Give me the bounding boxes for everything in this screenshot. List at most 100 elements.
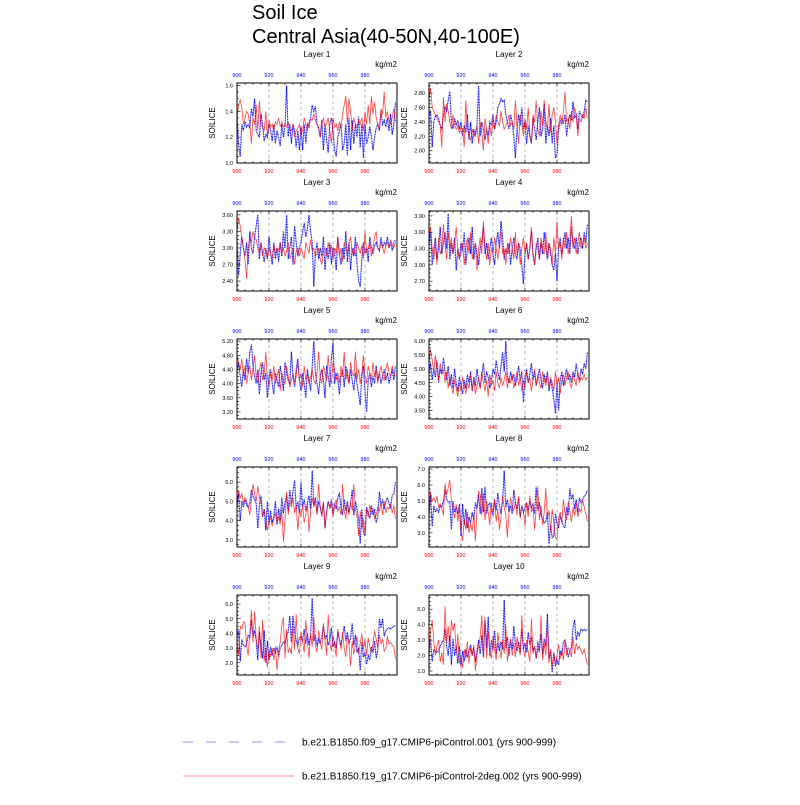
- x-tick-label-bottom: 900: [232, 553, 241, 559]
- panel-title: Layer 10: [493, 562, 525, 571]
- x-tick-label-bottom: 900: [232, 681, 241, 687]
- y-tick-label: 3.30: [414, 247, 425, 253]
- panel-3: Layer 3 kg/m2 SOILICE 900 900 920 920 940 940 960…: [208, 178, 398, 303]
- x-tick-label-top: 900: [232, 585, 241, 591]
- x-tick-label-top: 980: [552, 457, 561, 463]
- x-tick-label-top: 980: [552, 201, 561, 207]
- x-tick-label-top: 920: [456, 201, 465, 207]
- y-tick-label: 3.00: [414, 263, 425, 269]
- y-axis-label: SOILICE: [400, 363, 409, 395]
- y-tick-label: 6.0: [417, 483, 425, 489]
- y-tick-label: 2.20: [414, 134, 425, 140]
- series-line-red: [236, 91, 396, 144]
- x-tick-label-bottom: 960: [328, 681, 337, 687]
- x-tick-label-top: 900: [424, 73, 433, 79]
- panel-9: Layer 9 kg/m2 SOILICE 900 900 920 920 940 940 960…: [208, 562, 398, 687]
- y-tick-label: 7.0: [417, 467, 425, 473]
- y-tick-label: 4.0: [225, 519, 233, 525]
- x-tick-label-bottom: 920: [456, 297, 465, 303]
- panel-title: Layer 6: [496, 306, 523, 315]
- x-tick-label-bottom: 980: [360, 297, 369, 303]
- y-tick-label: 2.70: [414, 279, 425, 285]
- x-tick-label-bottom: 960: [520, 681, 529, 687]
- series-line-blue: [428, 599, 588, 673]
- units-label: kg/m2: [375, 316, 397, 325]
- y-axis-label: SOILICE: [400, 619, 409, 651]
- y-tick-label: 3.20: [222, 410, 233, 416]
- plot-frame: [236, 338, 398, 420]
- x-tick-label-bottom: 900: [424, 169, 433, 175]
- y-tick-label: 4.50: [414, 381, 425, 387]
- panel-1: Layer 1 kg/m2 SOILICE 900 900 920 920 940 940 960…: [208, 50, 398, 175]
- units-label: kg/m2: [375, 188, 397, 197]
- panel-title: Layer 2: [496, 50, 523, 59]
- figure-subtitle: Central Asia(40-50N,40-100E): [252, 26, 520, 48]
- x-tick-label-top: 960: [328, 201, 337, 207]
- y-tick-label: 3.30: [222, 229, 233, 235]
- legend-label-red: b.e21.B1850.f19_g17.CMIP6-piControl-2deg…: [302, 772, 582, 783]
- x-tick-label-top: 980: [360, 329, 369, 335]
- units-label: kg/m2: [567, 188, 589, 197]
- x-tick-label-bottom: 980: [552, 681, 561, 687]
- y-tick-label: 3.60: [414, 230, 425, 236]
- x-tick-label-top: 960: [328, 73, 337, 79]
- x-tick-label-top: 960: [520, 457, 529, 463]
- series-line-red: [236, 217, 396, 279]
- series-line-blue: [236, 598, 396, 671]
- y-axis-label: SOILICE: [208, 619, 217, 651]
- panel-8: Layer 8 kg/m2 SOILICE 900 900 920 920 940 940 960…: [400, 434, 590, 559]
- panel-title: Layer 9: [304, 562, 331, 571]
- panel-2: Layer 2 kg/m2 SOILICE 900 900 920 920 940 940 960…: [400, 50, 590, 175]
- x-tick-label-bottom: 920: [264, 169, 273, 175]
- y-axis-label: SOILICE: [208, 107, 217, 139]
- panel-title: Layer 1: [304, 50, 331, 59]
- x-tick-label-bottom: 940: [296, 553, 305, 559]
- units-label: kg/m2: [375, 60, 397, 69]
- x-tick-label-top: 900: [232, 457, 241, 463]
- legend: b.e21.B1850.f09_g17.CMIP6-piControl.001 …: [183, 738, 582, 783]
- y-tick-label: 6.00: [414, 339, 425, 345]
- x-tick-label-bottom: 980: [552, 297, 561, 303]
- x-tick-label-top: 980: [360, 73, 369, 79]
- series-line-red: [236, 351, 396, 391]
- y-tick-label: 5.0: [417, 499, 425, 505]
- panel-5: Layer 5 kg/m2 SOILICE 900 900 920 920 940 940 960…: [208, 306, 398, 431]
- y-tick-label: 3.0: [417, 531, 425, 537]
- x-tick-label-top: 900: [232, 73, 241, 79]
- x-tick-label-top: 960: [328, 585, 337, 591]
- x-tick-label-top: 940: [488, 201, 497, 207]
- x-tick-label-top: 920: [264, 585, 273, 591]
- x-tick-label-top: 960: [520, 585, 529, 591]
- y-tick-label: 5.50: [414, 353, 425, 359]
- x-tick-label-bottom: 900: [424, 553, 433, 559]
- series-line-blue: [428, 85, 588, 159]
- x-tick-label-bottom: 960: [328, 425, 337, 431]
- x-tick-label-top: 940: [488, 329, 497, 335]
- series-line-red: [428, 349, 588, 397]
- x-tick-label-bottom: 900: [424, 425, 433, 431]
- y-tick-label: 2.0: [225, 661, 233, 667]
- y-tick-label: 2.80: [414, 91, 425, 97]
- x-tick-label-bottom: 960: [328, 169, 337, 175]
- y-tick-label: 2.0: [417, 654, 425, 660]
- x-tick-label-bottom: 980: [360, 553, 369, 559]
- x-tick-label-top: 940: [296, 73, 305, 79]
- y-tick-label: 2.40: [414, 120, 425, 126]
- y-tick-label: 1.6: [225, 84, 233, 90]
- panel-10: Layer 10 kg/m2 SOILICE 900 900 920 920 940 940 96…: [400, 562, 590, 687]
- x-tick-label-bottom: 920: [264, 553, 273, 559]
- series-line-blue: [236, 85, 396, 158]
- y-tick-label: 2.00: [414, 149, 425, 155]
- panel-7: Layer 7 kg/m2 SOILICE 900 900 920 920 940 940 960…: [208, 434, 398, 559]
- plot-frame: [236, 466, 398, 548]
- x-tick-label-top: 920: [264, 457, 273, 463]
- x-tick-label-top: 900: [424, 585, 433, 591]
- x-tick-label-bottom: 960: [328, 553, 337, 559]
- x-tick-label-top: 940: [296, 201, 305, 207]
- x-tick-label-top: 900: [232, 329, 241, 335]
- x-tick-label-bottom: 920: [456, 681, 465, 687]
- x-tick-label-top: 960: [520, 201, 529, 207]
- units-label: kg/m2: [567, 572, 589, 581]
- x-tick-label-top: 940: [488, 457, 497, 463]
- panel-title: Layer 5: [304, 306, 331, 315]
